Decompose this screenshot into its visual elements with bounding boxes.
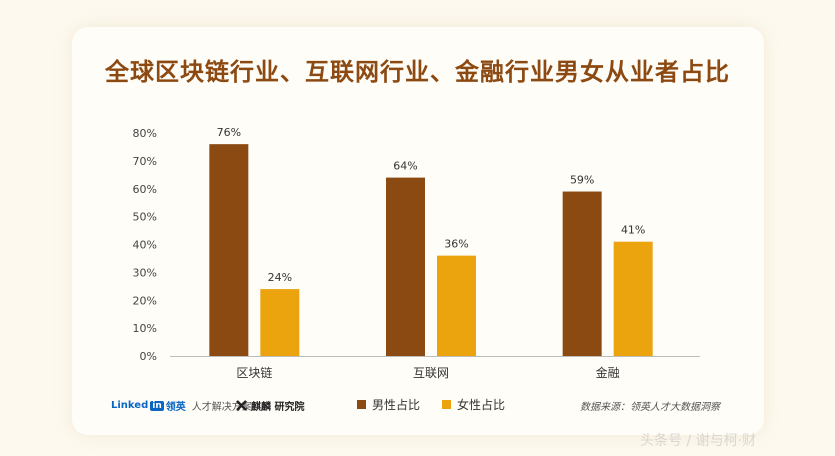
bar-male-1: [386, 177, 425, 356]
bar-female-0: [260, 289, 300, 356]
bars: 76% 24% 64% 36% 59% 41%: [209, 126, 653, 356]
data-source: 数据来源：领英人才大数据洞察: [580, 402, 720, 413]
watermark: 头条号 / 谢与柯·财: [640, 433, 757, 449]
linkedin-tagline: 人才解决方案: [191, 402, 252, 413]
partner-name: 麒麟 研究院: [251, 402, 305, 413]
category-label: 金融: [596, 365, 620, 380]
data-label: 36%: [444, 238, 468, 251]
y-tick-label: 30%: [133, 266, 157, 279]
bar-female-1: [437, 255, 476, 356]
y-tick-label: 70%: [133, 155, 157, 168]
legend-item-female: 女性占比: [442, 396, 505, 413]
y-tick-label: 0%: [140, 350, 157, 363]
data-label: 64%: [393, 160, 417, 173]
data-label: 76%: [217, 126, 241, 139]
cross-logo-icon: [236, 400, 247, 411]
data-label: 41%: [621, 224, 645, 237]
y-tick-label: 10%: [133, 322, 157, 335]
legend-item-male: 男性占比: [357, 396, 420, 413]
legend-swatch-male: [357, 400, 366, 409]
y-axis: 0% 10% 20% 30% 40% 50% 60% 70% 80%: [133, 127, 157, 363]
legend-swatch-female: [442, 400, 452, 409]
x-axis: 区块链 互联网 金融: [170, 356, 700, 380]
bar-female-2: [613, 241, 653, 356]
linkedin-in-box: in: [150, 400, 164, 411]
y-tick-label: 60%: [133, 183, 157, 196]
legend-label-female: 女性占比: [457, 398, 506, 412]
legend-label-male: 男性占比: [372, 398, 421, 412]
y-tick-label: 80%: [133, 127, 157, 140]
legend: 男性占比 女性占比: [357, 396, 505, 413]
bar-male-0: [209, 144, 249, 356]
bar-male-2: [562, 191, 602, 356]
chart-title: 全球区块链行业、互联网行业、金融行业男女从业者占比: [105, 58, 730, 86]
y-tick-label: 40%: [133, 239, 157, 252]
y-tick-label: 20%: [133, 294, 157, 307]
linkedin-logo: Linked in 领英 人才解决方案: [111, 398, 252, 413]
y-tick-label: 50%: [133, 211, 157, 224]
partner-logo: 麒麟 研究院: [236, 398, 304, 413]
linkedin-cn: 领英: [165, 402, 186, 413]
category-label: 互联网: [413, 366, 449, 380]
data-label: 24%: [268, 271, 292, 284]
linkedin-word: Linked: [111, 400, 149, 411]
data-label: 59%: [570, 174, 594, 187]
category-label: 区块链: [236, 365, 272, 380]
